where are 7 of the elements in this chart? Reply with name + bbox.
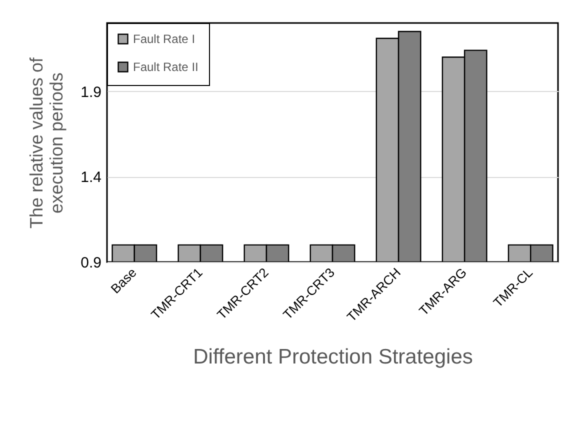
y-tick-label: 1.4 [80, 169, 102, 186]
legend-label: Fault Rate II [133, 60, 198, 74]
y-tick-label: 1.9 [80, 84, 102, 101]
y-axis-title: The relative values of execution periods [26, 56, 67, 229]
x-axis-title: Different Protection Strategies [193, 345, 473, 368]
legend-label: Fault Rate I [133, 32, 196, 46]
y-tick-label: 0.9 [80, 254, 102, 272]
